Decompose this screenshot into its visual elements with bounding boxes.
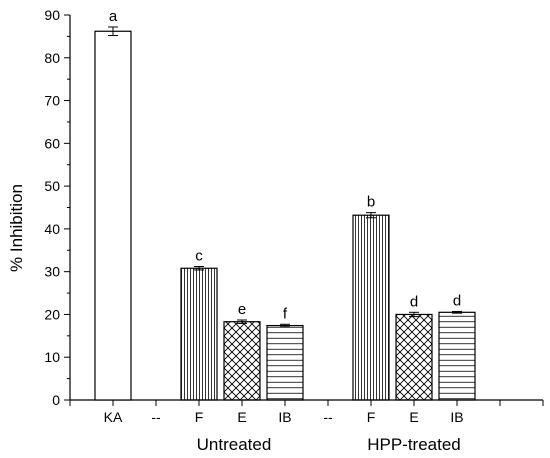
y-tick-label: 80 [44, 50, 60, 66]
y-tick-label: 20 [44, 306, 60, 322]
x-tick-label: -- [151, 409, 161, 425]
y-tick-label: 40 [44, 221, 60, 237]
y-tick-label: 10 [44, 349, 60, 365]
bars: a c e f b d d [94, 8, 476, 401]
x-tick-label: E [409, 409, 418, 425]
x-tick-label: F [367, 409, 376, 425]
y-axis-title: % Inhibition [7, 184, 26, 272]
bar-fill [267, 325, 303, 400]
x-tick-label: -- [323, 409, 333, 425]
significance-letter: c [195, 248, 203, 265]
bar-fill [439, 312, 475, 400]
y-tick-label: 0 [52, 392, 60, 408]
x-tick-label: F [195, 409, 204, 425]
significance-letter: a [109, 8, 118, 25]
group-label-untreated: Untreated [197, 435, 272, 454]
bar-fill [224, 321, 260, 400]
y-tick-label: 60 [44, 135, 60, 151]
bar-fill [396, 314, 432, 400]
x-tick-label: E [237, 409, 246, 425]
y-tick-label: 30 [44, 264, 60, 280]
bar-fill [95, 31, 131, 401]
significance-letter: d [453, 292, 461, 309]
x-tick-label: KA [104, 409, 123, 425]
group-label-hpp-treated: HPP-treated [367, 435, 461, 454]
y-tick-label: 70 [44, 93, 60, 109]
y-tick-label: 90 [44, 7, 60, 23]
x-tick-label: IB [450, 409, 463, 425]
bar-fill [181, 268, 217, 400]
y-axis: 0 10 20 30 40 50 60 70 80 90 [44, 7, 71, 408]
bar-fill [353, 215, 389, 400]
significance-letter: d [410, 293, 418, 310]
x-tick-label: IB [278, 409, 291, 425]
x-axis: KA -- F E IB -- F E IB [69, 399, 544, 425]
y-tick-label: 50 [44, 178, 60, 194]
significance-letter: e [238, 301, 246, 318]
significance-letter: b [367, 194, 375, 211]
significance-letter: f [283, 305, 288, 322]
